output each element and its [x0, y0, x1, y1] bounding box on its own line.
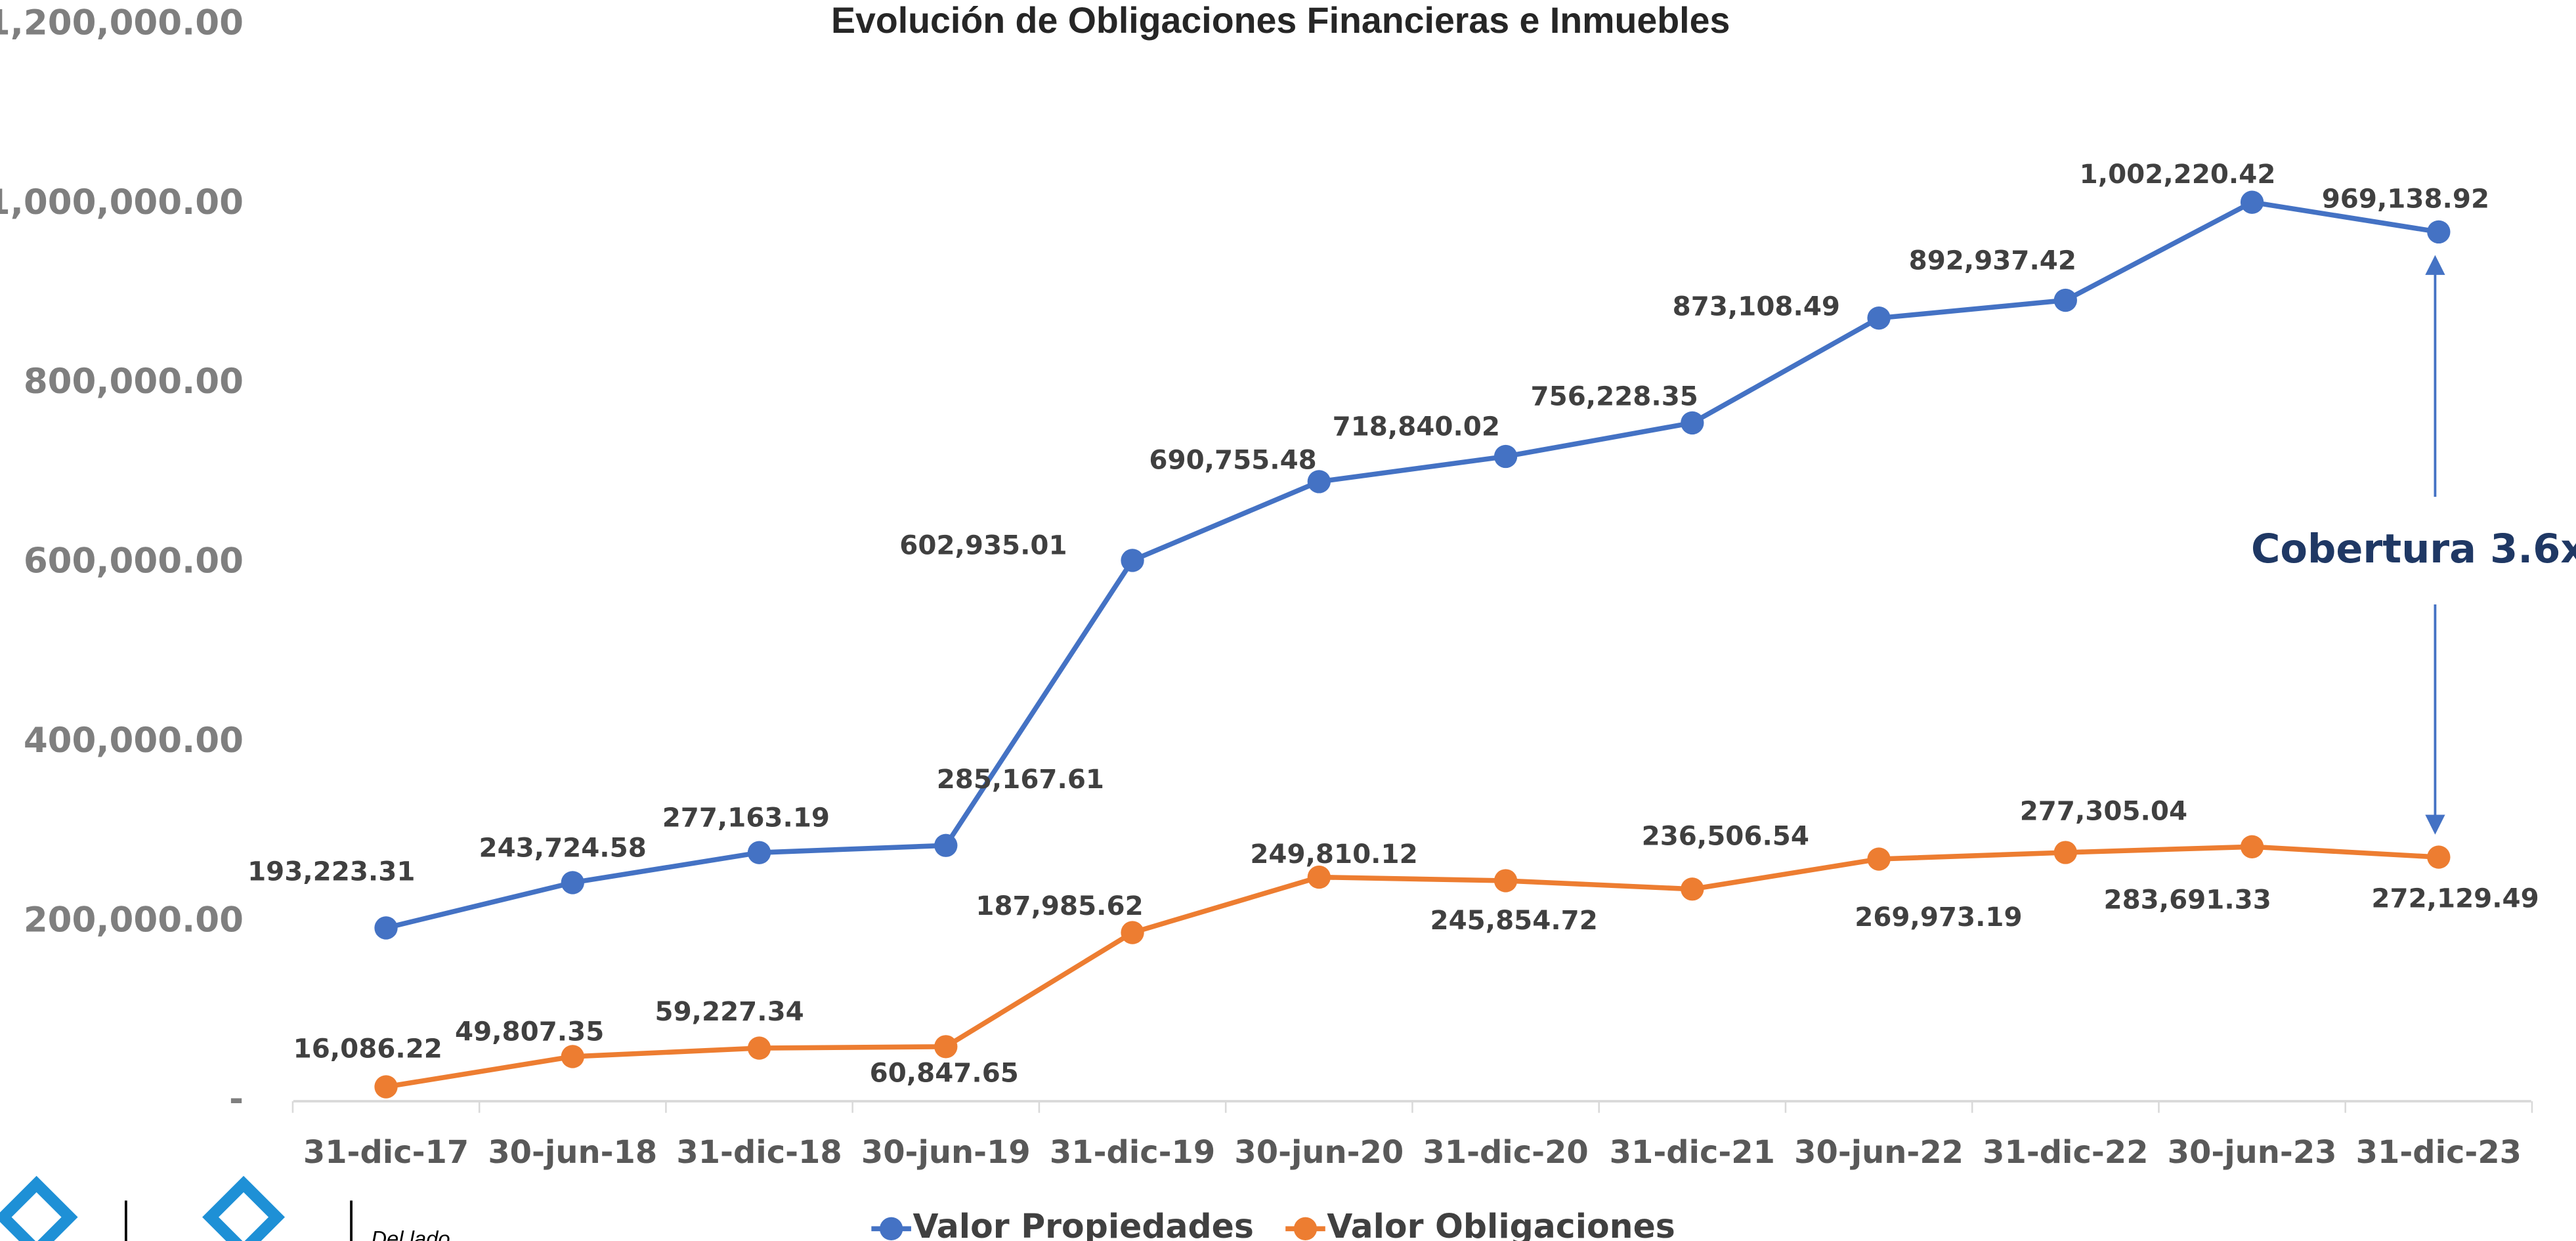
data-label: 269,973.19	[1855, 902, 2022, 933]
point	[561, 871, 584, 894]
x-tick-label: 31-dic-20	[1423, 1135, 1588, 1171]
point	[1493, 444, 1518, 469]
x-tick-label: 31-dic-18	[676, 1135, 842, 1171]
y-tick-label: 1,200,000.00	[0, 3, 244, 43]
point	[2427, 220, 2451, 244]
data-label: 245,854.72	[1430, 905, 1598, 936]
legend-label: Valor Obligaciones	[1327, 1207, 1675, 1241]
point	[1121, 921, 1144, 944]
data-label: 969,138.92	[2322, 183, 2489, 214]
x-tick-label: 31-dic-19	[1050, 1135, 1215, 1171]
legend-marker	[1293, 1217, 1318, 1240]
point	[561, 1045, 584, 1068]
data-label: 277,305.04	[2020, 795, 2187, 826]
data-label: 283,691.33	[2104, 885, 2271, 915]
point	[2053, 841, 2077, 864]
point	[2240, 190, 2264, 214]
x-tick-label: 31-dic-22	[1983, 1135, 2148, 1171]
data-label: 272,129.49	[2371, 883, 2539, 914]
point	[1121, 549, 1144, 572]
footer-text: Del lado	[371, 1227, 450, 1241]
data-label: 892,937.42	[1909, 245, 2076, 276]
point	[1681, 411, 1704, 435]
y-tick-label: 800,000.00	[24, 362, 244, 402]
legend-label: Valor Propiedades	[912, 1207, 1253, 1241]
point	[374, 916, 398, 940]
data-label: 690,755.48	[1149, 445, 1316, 476]
point	[2240, 835, 2264, 858]
x-tick-label: 31-dic-23	[2356, 1135, 2522, 1171]
point	[1867, 306, 1891, 330]
chart-title: Evolución de Obligaciones Financieras e …	[831, 0, 1730, 41]
data-label: 1,002,220.42	[2080, 159, 2276, 190]
data-label: 49,807.35	[455, 1017, 604, 1047]
y-tick-label: 600,000.00	[24, 541, 244, 581]
x-tick-label: 30-jun-19	[861, 1135, 1031, 1171]
point	[1307, 470, 1331, 494]
data-label: 277,163.19	[662, 803, 830, 833]
data-label: 16,086.22	[293, 1034, 442, 1064]
data-label: 249,810.12	[1250, 839, 1417, 870]
annotation: Cobertura 3.6x	[2251, 526, 2576, 572]
data-label: 602,935.01	[899, 530, 1067, 561]
logo	[0, 1175, 353, 1241]
y-tick-label: -	[229, 1080, 244, 1120]
point	[747, 841, 771, 864]
y-tick-label: 400,000.00	[24, 721, 244, 761]
data-label: 59,227.34	[655, 996, 804, 1027]
data-label: 243,724.58	[479, 832, 646, 863]
point	[747, 1036, 771, 1060]
x-tick-label: 31-dic-21	[1610, 1135, 1775, 1171]
data-label: 193,223.31	[247, 856, 415, 887]
point	[2053, 288, 2077, 312]
data-label: 187,985.62	[976, 891, 1143, 921]
point	[1681, 877, 1704, 901]
x-tick-label: 31-dic-17	[303, 1135, 469, 1171]
y-tick-label: 200,000.00	[24, 900, 244, 940]
x-tick-label: 30-jun-23	[2168, 1135, 2337, 1171]
y-tick-label: 1,000,000.00	[0, 182, 244, 222]
data-label: 718,840.02	[1333, 411, 1500, 442]
point	[934, 1035, 958, 1059]
x-tick-label: 30-jun-20	[1234, 1135, 1404, 1171]
data-label: 236,506.54	[1642, 821, 1809, 852]
x-tick-label: 30-jun-22	[1794, 1135, 1964, 1171]
point	[1307, 865, 1331, 889]
legend-marker	[879, 1217, 903, 1240]
data-label: 60,847.65	[870, 1058, 1019, 1089]
data-label: 756,228.35	[1531, 381, 1698, 412]
point	[934, 833, 958, 857]
x-tick-label: 30-jun-18	[488, 1135, 657, 1171]
series-line	[385, 200, 2439, 931]
data-label: 285,167.61	[937, 764, 1104, 795]
data-label: 873,108.49	[1673, 291, 1840, 322]
series-line	[385, 844, 2439, 1089]
point	[1867, 847, 1891, 871]
point	[2427, 845, 2451, 869]
point	[374, 1075, 398, 1099]
point	[1493, 869, 1518, 893]
